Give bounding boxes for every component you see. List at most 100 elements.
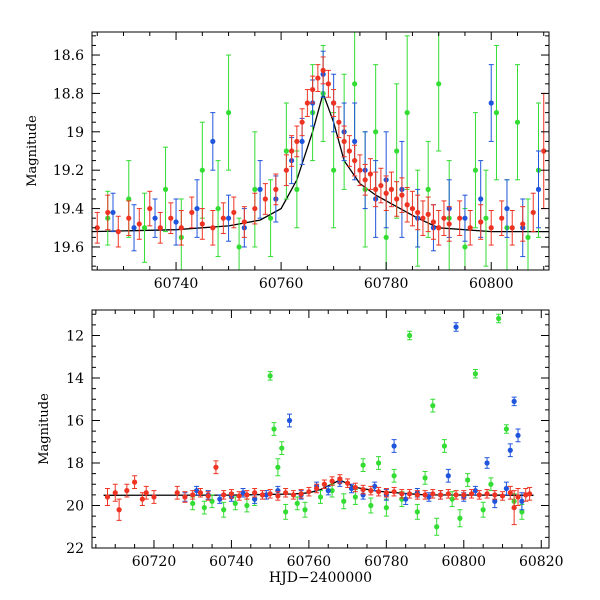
x-tick-label: 60780 bbox=[364, 276, 409, 292]
data-point bbox=[422, 492, 428, 498]
data-point bbox=[445, 473, 451, 479]
data-point bbox=[194, 205, 200, 212]
y-tick-label: 20 bbox=[66, 499, 84, 515]
data-point bbox=[367, 171, 374, 177]
data-point bbox=[472, 371, 479, 377]
data-point bbox=[352, 484, 358, 491]
data-point bbox=[136, 221, 142, 227]
data-point bbox=[457, 515, 463, 521]
bottom-panel-data-marks bbox=[103, 313, 534, 536]
data-point bbox=[275, 493, 281, 499]
data-point bbox=[115, 229, 121, 235]
data-point bbox=[409, 205, 416, 212]
data-point bbox=[215, 205, 221, 212]
data-point bbox=[414, 492, 420, 498]
data-point bbox=[302, 507, 308, 513]
data-point bbox=[352, 81, 358, 87]
data-point bbox=[436, 81, 442, 87]
data-point bbox=[105, 209, 111, 216]
y-tick-label: 18 bbox=[66, 456, 84, 472]
series-2 bbox=[110, 50, 542, 258]
data-point bbox=[152, 215, 158, 221]
data-point bbox=[488, 100, 494, 106]
data-point bbox=[383, 505, 389, 511]
data-point bbox=[488, 225, 494, 231]
data-point bbox=[228, 491, 235, 497]
x-tick-label: 60740 bbox=[154, 276, 199, 292]
data-point bbox=[314, 485, 320, 492]
data-point bbox=[329, 488, 335, 494]
data-point bbox=[141, 225, 148, 231]
data-point bbox=[509, 225, 515, 231]
data-point bbox=[519, 498, 525, 504]
data-point bbox=[124, 488, 130, 494]
data-point bbox=[519, 509, 525, 515]
data-point bbox=[112, 490, 118, 496]
data-point bbox=[507, 447, 513, 453]
data-point bbox=[436, 225, 442, 231]
data-point bbox=[461, 492, 467, 498]
top-panel-y-axis-label: Magnitude bbox=[25, 115, 40, 187]
data-point bbox=[173, 219, 179, 225]
data-point bbox=[126, 215, 132, 221]
data-point bbox=[492, 498, 498, 504]
data-point bbox=[541, 148, 547, 154]
series-1 bbox=[105, 32, 542, 270]
data-point bbox=[391, 489, 397, 495]
data-point bbox=[199, 221, 205, 227]
data-point bbox=[441, 215, 447, 221]
data-point bbox=[259, 492, 266, 498]
data-point bbox=[197, 490, 204, 496]
data-point bbox=[325, 488, 331, 494]
data-point bbox=[286, 417, 293, 424]
data-point bbox=[352, 494, 358, 500]
data-point bbox=[321, 481, 327, 487]
data-point bbox=[362, 177, 368, 183]
data-point bbox=[478, 219, 484, 225]
data-point bbox=[225, 215, 232, 221]
data-point bbox=[252, 186, 258, 192]
data-point bbox=[157, 225, 163, 231]
y-tick-label: 18.8 bbox=[53, 86, 84, 102]
data-point bbox=[426, 494, 432, 500]
data-point bbox=[449, 496, 455, 502]
data-point bbox=[337, 476, 343, 482]
data-point bbox=[168, 215, 174, 221]
data-point bbox=[210, 225, 216, 231]
y-tick-label: 19.4 bbox=[53, 202, 84, 218]
data-point bbox=[310, 86, 316, 93]
data-point bbox=[480, 507, 486, 513]
data-point bbox=[294, 500, 300, 506]
y-tick-label: 19 bbox=[66, 125, 84, 141]
data-point bbox=[244, 502, 250, 509]
data-point bbox=[493, 110, 500, 116]
data-point bbox=[126, 196, 132, 202]
data-point bbox=[383, 234, 389, 240]
data-point bbox=[441, 443, 448, 449]
data-point bbox=[430, 403, 436, 409]
data-point bbox=[336, 119, 342, 125]
data-point bbox=[503, 426, 509, 432]
data-point bbox=[201, 505, 207, 511]
data-point bbox=[530, 209, 536, 216]
data-point bbox=[132, 479, 138, 485]
data-point bbox=[236, 244, 242, 250]
data-point bbox=[360, 486, 366, 493]
data-point bbox=[236, 493, 242, 499]
data-point bbox=[193, 488, 200, 494]
data-point bbox=[511, 505, 517, 511]
data-point bbox=[373, 129, 379, 135]
top-panel-data-marks bbox=[92, 32, 549, 270]
data-point bbox=[283, 490, 289, 496]
data-point bbox=[299, 138, 305, 145]
data-point bbox=[352, 138, 358, 145]
data-point bbox=[210, 138, 216, 145]
bottom-panel-x-axis-label: HJD−2400000 bbox=[269, 570, 372, 586]
data-point bbox=[110, 209, 116, 216]
data-point bbox=[414, 509, 420, 515]
data-point bbox=[220, 215, 226, 221]
y-tick-label: 19.6 bbox=[53, 240, 84, 256]
data-point bbox=[484, 460, 490, 466]
data-point bbox=[341, 498, 347, 504]
data-point bbox=[189, 209, 195, 216]
